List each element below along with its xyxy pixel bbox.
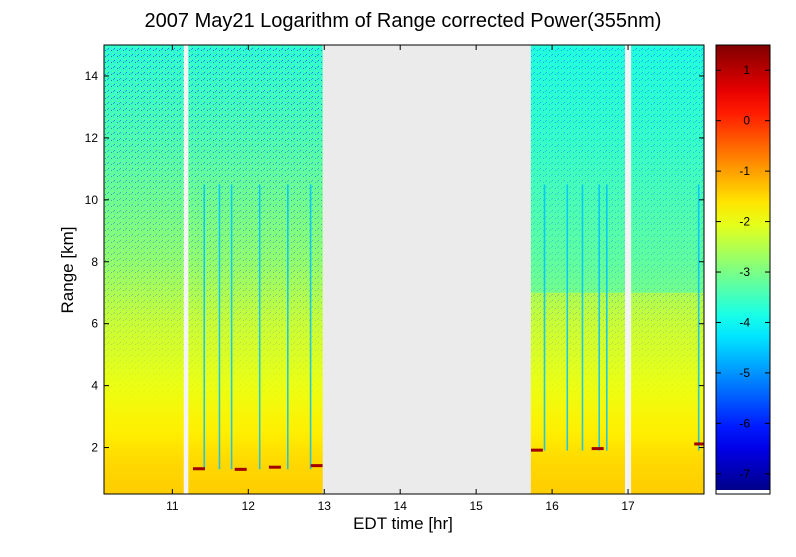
colorbar-tick-label-0: 0 [743,114,750,128]
y-tick-label-6: 6 [91,317,98,331]
boundary-layer-marker-2 [268,465,281,469]
boundary-layer-marker-5 [591,447,604,451]
x-tick-label-17: 17 [621,499,635,513]
colorbar-frame [715,44,771,495]
boundary-layer-marker-1 [234,467,247,471]
y-tick-label-4: 4 [91,379,98,393]
boundary-layer-marker-4 [530,448,543,452]
x-tick-label-12: 12 [242,499,256,513]
y-tick-label-2: 2 [91,441,98,455]
afternoon-upper-shade [530,45,704,293]
colorbar-tick-label-1: 1 [743,63,750,77]
data-gap-2 [625,45,632,494]
plot-frame [103,44,705,495]
colorbar-tick-label--6: -6 [739,416,750,430]
y-tick-label-12: 12 [85,131,99,145]
colorbar-gradient [716,45,770,494]
y-tick-label-14: 14 [85,69,99,83]
boundary-layer-marker-0 [192,467,205,471]
plot-area [104,45,704,494]
x-axis-label: EDT time [hr] [353,514,453,533]
colorbar-tick-label--1: -1 [739,164,750,178]
data-gap-0 [183,45,189,494]
boundary-layer-marker-6 [694,442,704,446]
colorbar-tick-label--5: -5 [739,366,750,380]
x-tick-label-14: 14 [394,499,408,513]
colorbar: 1 0 -1 -2 -3 -4 -5 -6 -7 [715,44,771,495]
chart-title: 2007 May21 Logarithm of Range corrected … [144,10,662,32]
axes: 11 12 13 14 15 16 17 2 4 6 8 10 12 14 [85,44,705,513]
x-tick-label-16: 16 [545,499,559,513]
y-axis-label: Range [km] [58,226,77,314]
y-tick-label-10: 10 [85,193,99,207]
colorbar-tick-label--2: -2 [739,215,750,229]
colorbar-tick-label--3: -3 [739,265,750,279]
boundary-layer-marker-3 [310,464,323,468]
colorbar-nodata-swatch [716,490,770,494]
x-tick-label-13: 13 [318,499,332,513]
x-tick-label-11: 11 [166,499,179,513]
colorbar-tick-label--7: -7 [739,467,750,481]
y-tick-label-8: 8 [91,255,98,269]
data-gap-1 [322,45,531,494]
x-tick-label-15: 15 [469,499,483,513]
colorbar-tick-label--4: -4 [739,315,750,329]
